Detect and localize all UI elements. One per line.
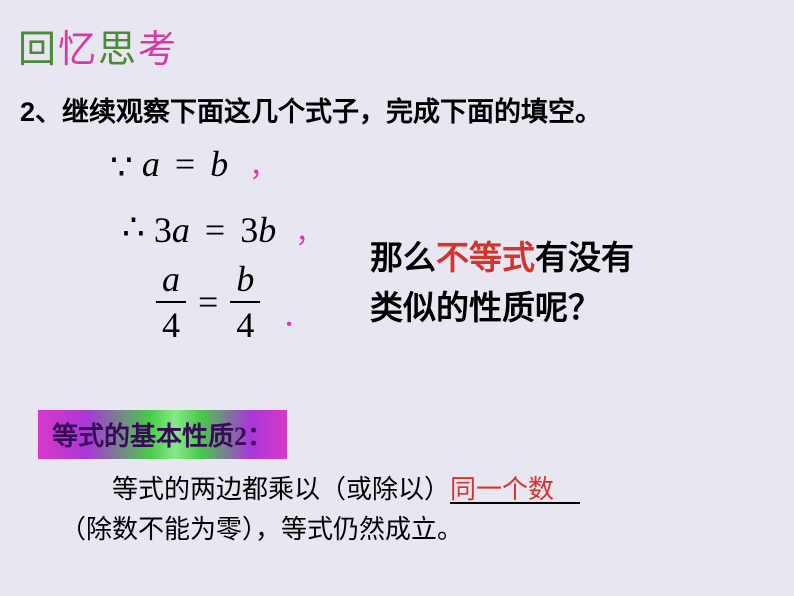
title-char-4: 考	[138, 29, 178, 71]
math-lhs: a	[142, 144, 160, 184]
equals-sign: =	[175, 144, 195, 184]
property-label-banner: 等式的基本性质2：	[38, 410, 287, 459]
fraction-right: b 4	[230, 261, 260, 343]
math-conclusion-multiply: ∴ 3a = 3b ，	[110, 206, 323, 251]
trailing-comma: ，	[295, 218, 323, 249]
rhs-coeff: 3	[240, 210, 258, 250]
question-number: 2	[20, 97, 35, 127]
frac-numerator: b	[230, 261, 260, 301]
property-blank	[554, 475, 580, 504]
lhs-coeff: 3	[154, 210, 172, 250]
frac-denominator: 4	[230, 303, 260, 343]
rhs-var: b	[258, 210, 276, 250]
therefore-symbol: ∴	[122, 206, 145, 248]
question-text: 、继续观察下面这几个式子，完成下面的填空。	[35, 97, 602, 127]
fraction-left: a 4	[156, 261, 186, 343]
trailing-period: ．	[282, 295, 310, 335]
rhetorical-question: 那么不等式有没有 类似的性质呢？	[370, 235, 634, 334]
math-premise: ∵ a = b ，	[110, 143, 323, 188]
because-symbol: ∵	[110, 146, 133, 188]
property-part2: （除数不能为零），等式仍然成立。	[60, 515, 463, 544]
math-rhs: b	[210, 144, 228, 184]
frac-denominator: 4	[156, 303, 186, 343]
rhetorical-part1: 那么	[370, 241, 436, 277]
property-label-number: 2	[234, 422, 247, 451]
math-derivation: ∵ a = b ， ∴ 3a = 3b ， a 4 = b 4 ．	[110, 143, 323, 343]
property-statement: 等式的两边都乘以（或除以）同一个数 （除数不能为零），等式仍然成立。	[60, 470, 754, 551]
title-char-2: 忆	[58, 29, 98, 71]
trailing-comma: ，	[249, 152, 277, 183]
equals-sign: =	[205, 210, 225, 250]
frac-numerator: a	[156, 261, 186, 301]
lhs-var: a	[172, 210, 190, 250]
equals-sign: =	[198, 281, 218, 323]
rhetorical-part3: 类似的性质呢？	[370, 291, 601, 327]
rhetorical-highlight: 不等式	[436, 241, 535, 277]
math-conclusion-divide: a 4 = b 4 ．	[110, 261, 323, 343]
title-char-3: 思	[98, 29, 138, 71]
title-char-1: 回	[18, 29, 58, 71]
property-label-suffix: ：	[247, 422, 273, 451]
slide-title: 回忆思考	[18, 18, 178, 73]
property-part1: 等式的两边都乘以（或除以）	[112, 475, 450, 504]
property-label-prefix: 等式的基本性质	[52, 422, 234, 451]
rhetorical-part2: 有没有	[535, 241, 634, 277]
property-highlight: 同一个数	[450, 475, 554, 504]
question-prompt: 2、继续观察下面这几个式子，完成下面的填空。	[20, 90, 602, 129]
